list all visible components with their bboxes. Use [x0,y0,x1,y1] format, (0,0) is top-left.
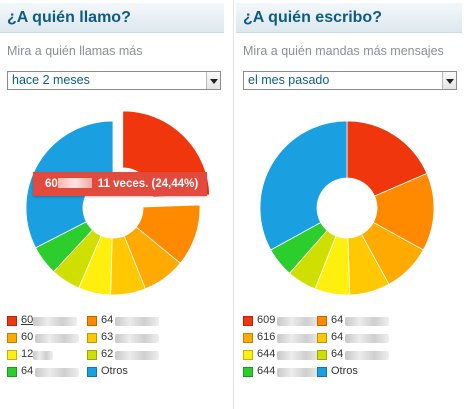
messages-panel: ¿A quién escribo? Mira a quién mandas má… [233,0,462,409]
calls-title: ¿A quién llamo? [7,9,131,26]
legend-label: 60 [21,314,34,326]
calls-panel: ¿A quién llamo? Mira a quién llamas más … [0,0,224,409]
legend-label: 64 [21,365,34,377]
redacted-number [33,317,77,326]
redacted-number [115,334,159,343]
legend-swatch [87,333,97,343]
legend-swatch [317,367,327,377]
legend-label: Otros [101,365,128,377]
legend-swatch [243,316,253,326]
legend-label: 644 [257,365,276,377]
legend-swatch [87,316,97,326]
redacted-number [277,351,321,360]
calls-donut-chart[interactable] [0,98,224,308]
calls-period-select[interactable]: hace 2 meses [7,71,221,90]
legend-swatch [243,350,253,360]
legend-swatch [7,367,17,377]
chevron-down-icon[interactable] [206,72,220,89]
legend-swatch [243,367,253,377]
redacted-number [345,334,389,343]
messages-period-select[interactable]: el mes pasado [243,71,457,90]
redacted-number [115,317,159,326]
tooltip-redacted-number [57,178,92,188]
messages-donut-chart[interactable] [234,98,462,308]
redacted-number [35,334,79,343]
legend-label: 12 [21,348,34,360]
chevron-down-icon[interactable] [442,72,456,89]
legend-swatch [317,350,327,360]
redacted-number [345,351,389,360]
donut-slice[interactable] [346,120,428,197]
legend-swatch [7,316,17,326]
redacted-number [115,351,159,360]
messages-title: ¿A quién escribo? [243,9,382,26]
slice-tooltip: 60 11 veces. (24,44%) [33,172,207,196]
legend-label: Otros [331,365,358,377]
legend-label: 64 [331,314,344,326]
tooltip-prefix: 60 [45,178,58,190]
tooltip-text: 11 veces. (24,44%) [97,178,199,190]
legend-swatch [317,316,327,326]
redacted-number [277,317,321,326]
messages-subtitle: Mira a quién mandas más mensajes [243,44,444,58]
calls-subtitle: Mira a quién llamas más [7,44,143,58]
donut-slice[interactable] [259,120,348,251]
legend-swatch [87,350,97,360]
legend-label: 616 [257,331,276,343]
legend-swatch [87,367,97,377]
legend-label: 60 [21,331,34,343]
redacted-number [277,368,321,377]
calls-period-value: hace 2 meses [12,73,90,87]
legend-label: 64 [101,314,114,326]
redacted-number [277,334,321,343]
legend-label: 64 [331,348,344,360]
messages-title-bar: ¿A quién escribo? [236,3,462,33]
redacted-number [35,368,79,377]
legend-swatch [243,333,253,343]
messages-period-value: el mes pasado [248,73,330,87]
legend-swatch [7,350,17,360]
redacted-number [345,317,389,326]
legend-swatch [317,333,327,343]
legend-label: 644 [257,348,276,360]
legend-label: 63 [101,331,114,343]
legend-label: 609 [257,314,276,326]
legend-swatch [7,333,17,343]
redacted-number [33,351,53,360]
calls-title-bar: ¿A quién llamo? [0,3,224,33]
legend-label: 62 [101,348,114,360]
donut-slice[interactable] [372,172,435,251]
legend-label: 64 [331,331,344,343]
